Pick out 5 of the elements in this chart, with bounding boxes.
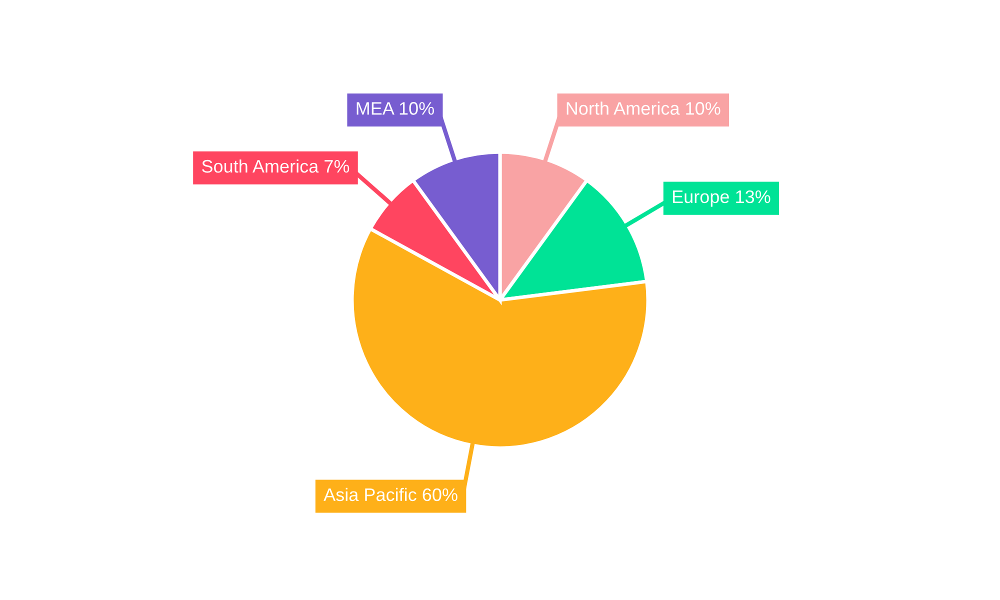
slice-label: North America 10%	[566, 102, 720, 115]
slice-label: Europe 13%	[673, 190, 770, 207]
slice-label: MEA 10%	[356, 102, 434, 115]
slice-label: South America 7%	[202, 159, 350, 173]
slice-label: Asia Pacific 60%	[324, 488, 458, 502]
